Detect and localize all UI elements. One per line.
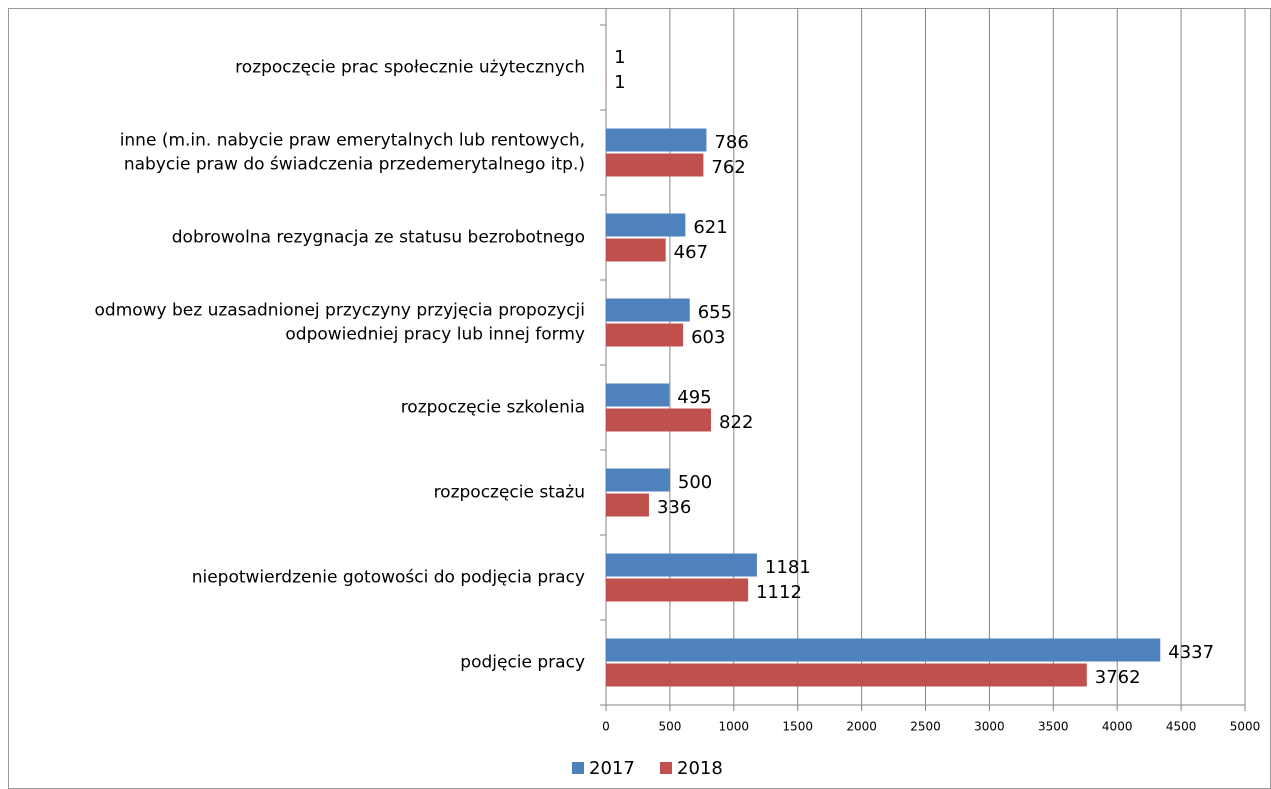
x-tick-label: 2000 [846,720,877,734]
data-label: 621 [693,217,727,238]
x-tick-label: 3500 [1038,720,1069,734]
data-label: 336 [657,497,691,518]
bar [606,468,670,492]
y-tick-label-line: rozpoczęcie szkolenia [401,398,585,418]
data-label: 1 [614,47,625,68]
data-label: 603 [691,327,725,348]
bar [606,578,749,602]
x-tick-label: 0 [602,720,610,734]
x-tick-label: 4500 [1166,720,1197,734]
x-tick-label: 3000 [974,720,1005,734]
bar [606,408,712,432]
bar [606,128,707,152]
bar [606,153,704,177]
legend-label: 2017 [589,758,635,779]
data-label: 655 [698,302,732,323]
x-tick-label: 4000 [1102,720,1133,734]
x-tick-label: 5000 [1230,720,1261,734]
bar [606,213,686,237]
y-tick-label: rozpoczęcie prac społecznie użytecznych [235,58,585,78]
bar [606,323,684,347]
data-label: 500 [678,472,712,493]
bar [606,553,757,577]
data-label: 467 [674,242,708,263]
legend-swatch [660,762,672,774]
y-tick-label-line: nabycie praw do świadczenia przedemeryta… [124,155,585,175]
y-tick-label: rozpoczęcie szkolenia [401,398,585,418]
data-label: 3762 [1095,667,1141,688]
x-tick-label: 1000 [719,720,750,734]
bar [606,298,690,322]
legend-label: 2018 [677,758,723,779]
data-label: 495 [677,387,711,408]
x-tick-label: 1500 [782,720,813,734]
bar [606,493,649,517]
y-tick-label-line: odmowy bez uzasadnionej przyczyny przyję… [95,301,586,321]
y-tick-label-line: rozpoczęcie prac społecznie użytecznych [235,58,585,78]
data-label: 822 [719,412,753,433]
y-tick-label-line: podjęcie pracy [460,653,585,673]
y-tick-label: inne (m.in. nabycie praw emerytalnych lu… [120,131,585,175]
data-label: 1112 [756,582,802,603]
y-tick-label-line: niepotwierdzenie gotowości do podjęcia p… [192,568,585,588]
data-label: 1181 [765,557,811,578]
y-tick-label-line: inne (m.in. nabycie praw emerytalnych lu… [120,131,585,151]
data-label: 4337 [1168,642,1214,663]
bar [606,663,1087,687]
y-tick-label: rozpoczęcie stażu [434,483,585,503]
bar [606,638,1161,662]
y-tick-label: dobrowolna rezygnacja ze statusu bezrobo… [172,228,585,248]
data-label: 762 [711,157,745,178]
y-tick-label-line: odpowiedniej pracy lub innej formy [285,325,585,345]
legend-swatch [572,762,584,774]
data-label: 1 [614,72,625,93]
bar [606,383,670,407]
y-tick-label: niepotwierdzenie gotowości do podjęcia p… [192,568,585,588]
y-tick-label-line: rozpoczęcie stażu [434,483,585,503]
y-tick-label: odmowy bez uzasadnionej przyczyny przyję… [95,301,586,345]
y-tick-label-line: dobrowolna rezygnacja ze statusu bezrobo… [172,228,585,248]
data-label: 786 [714,132,748,153]
x-tick-label: 2500 [910,720,941,734]
bar [606,238,666,262]
y-tick-label: podjęcie pracy [460,653,585,673]
x-tick-label: 500 [658,720,681,734]
